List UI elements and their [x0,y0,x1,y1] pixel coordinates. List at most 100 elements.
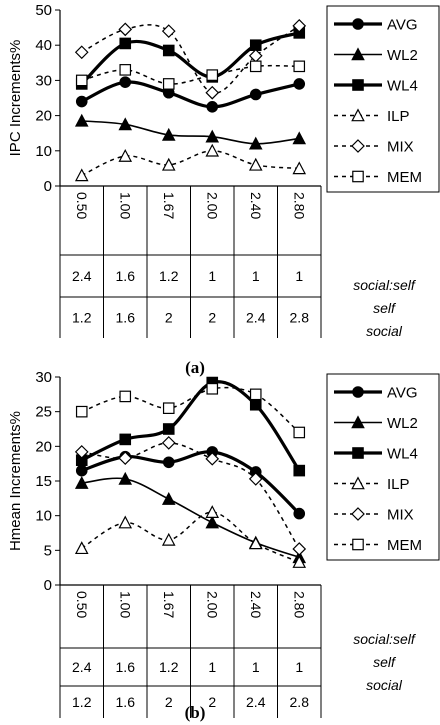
y-tick-label: 30 [35,72,52,89]
legend-label-wl4: WL4 [387,78,418,95]
panel-label: (b) [185,703,206,722]
data-point-mix [118,22,133,37]
legend-label-wl2: WL2 [387,47,418,64]
series-line-wl2 [81,120,300,145]
y-tick-label: 0 [44,178,52,195]
row2-label: 1 [208,268,216,284]
panel-label: (a) [185,358,205,377]
legend-label-wl2: WL2 [387,415,418,432]
data-point-mem [75,74,88,87]
legend-marker-mem [352,170,364,183]
data-point-wl4 [119,433,132,446]
data-point-avg [249,88,262,101]
data-point-mix [118,451,133,465]
category-label: 2.00 [204,192,220,219]
data-point-mix [205,451,220,466]
data-point-wl2 [292,131,307,145]
y-tick-label: 0 [44,577,52,594]
data-point-ilp [205,505,220,519]
legend-marker-ilp [351,476,365,490]
legend-marker-avg [352,18,364,30]
legend-marker-mem [352,538,364,551]
data-point-mem [249,388,262,401]
row2-label: 1 [295,659,303,675]
data-point-ilp [248,536,263,550]
data-point-mix [248,472,263,486]
data-point-mix [292,18,307,33]
data-point-mem [162,402,175,414]
legend-label-avg: AVG [387,385,418,402]
data-point-mix [74,445,89,459]
row3-label: 1.2 [72,310,92,326]
series-line-wl4 [80,31,300,86]
y-tick-label: 25 [35,404,52,421]
data-point-mix [292,542,307,556]
data-point-wl2 [118,471,133,485]
row-label-2: social [366,677,403,693]
legend-marker-wl2 [351,415,365,429]
series-line-ilp [81,150,300,177]
category-label: 1.00 [117,591,133,618]
row3-label: 1.6 [116,310,136,326]
data-point-wl4 [249,398,262,411]
chart-panel-a: IPC Increments% 0 10 20 30 40 50 0.50 2.4 1.2 1.00… [7,2,440,377]
data-point-ilp [161,157,176,171]
category-label: 0.50 [74,591,90,618]
row2-label: 1 [252,268,260,284]
legend-label-mem: MEM [387,537,422,554]
row3-label: 2.8 [290,310,310,326]
data-point-wl2 [74,113,89,127]
data-point-ilp [248,157,263,171]
legend-label-mix: MIX [387,139,414,156]
row3-label: 2.4 [246,694,266,710]
data-point-avg [75,95,88,108]
data-point-mem [75,405,88,418]
row2-label: 1.2 [159,268,179,284]
data-point-ilp [292,555,307,568]
row2-label: 1.6 [116,268,136,284]
data-point-mix [74,45,89,60]
data-point-wl2 [205,515,220,529]
data-point-avg [119,76,132,88]
category-label: 1.67 [161,192,177,219]
data-point-mix [161,24,176,38]
category-label: 2.40 [248,192,264,219]
series-line-mem [81,64,300,85]
data-point-mem [293,60,306,73]
legend-label-ilp: ILP [387,476,410,493]
row3-label: 2 [165,694,173,710]
legend-marker-wl2 [351,47,365,61]
row-label-0: social:self [353,277,417,293]
data-point-ilp [205,143,220,157]
data-point-wl2 [205,129,220,143]
legend-marker-mix [351,507,365,521]
row3-label: 2 [208,310,216,326]
category-label: 2.00 [204,591,220,618]
series-line-ilp [81,511,300,563]
data-point-mem [206,69,219,81]
row2-label: 1 [252,659,260,675]
row3-label: 2 [165,310,173,326]
data-point-avg [293,507,306,520]
y-axis-label: IPC Increments% [7,40,24,157]
y-tick-label: 40 [35,37,52,54]
data-point-wl4 [119,37,132,50]
legend-marker-mix [351,139,365,153]
chart-panel-b: Hmean Increments% 0 5 10 15 20 25 30 0.50 2.4 1.2 1… [7,369,440,722]
row2-label: 1 [208,659,216,675]
row-label-2: social [366,323,403,339]
data-point-wl4 [162,423,175,435]
data-point-wl4 [249,39,262,51]
category-label: 2.80 [291,192,307,219]
data-point-ilp [292,161,307,175]
data-point-mem [249,60,262,73]
legend-marker-wl4 [352,79,364,91]
row2-label: 1.2 [159,659,179,675]
row2-label: 1 [295,268,303,284]
data-point-ilp [161,532,176,546]
legend-label-avg: AVG [387,17,418,34]
legend [326,373,440,561]
category-label: 2.80 [291,591,307,618]
category-label: 1.00 [117,192,133,219]
data-point-wl2 [118,117,133,131]
